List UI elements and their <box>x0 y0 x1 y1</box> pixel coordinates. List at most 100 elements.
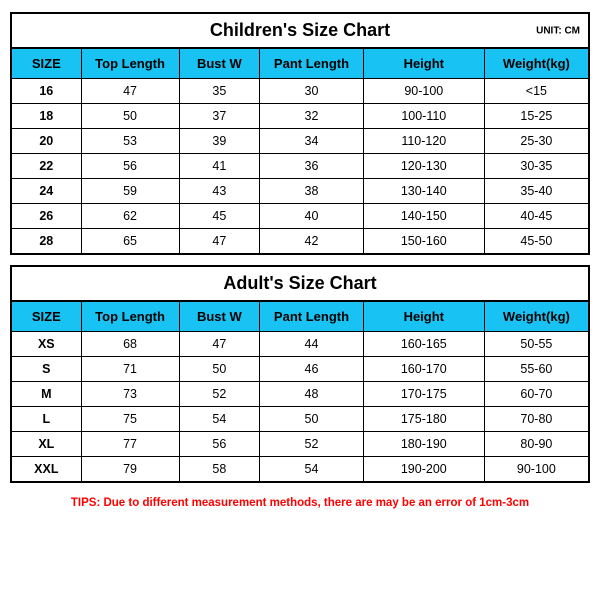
table-row: L755450175-18070-80 <box>12 407 588 432</box>
cell: 68 <box>81 332 179 357</box>
cell: XXL <box>12 457 81 482</box>
children-chart-title-bar: Children's Size Chart UNIT: CM <box>12 14 588 49</box>
cell: 56 <box>81 154 179 179</box>
cell: 32 <box>260 104 364 129</box>
table-row: 1647353090-100<15 <box>12 79 588 104</box>
cell: 48 <box>260 382 364 407</box>
cell: 35-40 <box>484 179 588 204</box>
children-header-row: SIZE Top Length Bust W Pant Length Heigh… <box>12 49 588 79</box>
cell: 16 <box>12 79 81 104</box>
unit-label: UNIT: CM <box>536 25 580 36</box>
cell: 38 <box>260 179 364 204</box>
cell: 59 <box>81 179 179 204</box>
cell: <15 <box>484 79 588 104</box>
cell: 34 <box>260 129 364 154</box>
table-row: 24594338130-14035-40 <box>12 179 588 204</box>
cell: 47 <box>81 79 179 104</box>
cell: 40-45 <box>484 204 588 229</box>
cell: 130-140 <box>363 179 484 204</box>
cell: 25-30 <box>484 129 588 154</box>
cell: M <box>12 382 81 407</box>
cell: 71 <box>81 357 179 382</box>
col-pant-length: Pant Length <box>260 49 364 79</box>
col-bust-w: Bust W <box>179 49 260 79</box>
col-height: Height <box>363 49 484 79</box>
table-row: 28654742150-16045-50 <box>12 229 588 254</box>
cell: 47 <box>179 332 260 357</box>
table-row: XL775652180-19080-90 <box>12 432 588 457</box>
table-row: 18503732100-11015-25 <box>12 104 588 129</box>
cell: 24 <box>12 179 81 204</box>
col-size: SIZE <box>12 49 81 79</box>
cell: 79 <box>81 457 179 482</box>
col-height: Height <box>363 302 484 332</box>
cell: 52 <box>179 382 260 407</box>
cell: 20 <box>12 129 81 154</box>
cell: 56 <box>179 432 260 457</box>
cell: 53 <box>81 129 179 154</box>
cell: L <box>12 407 81 432</box>
col-bust-w: Bust W <box>179 302 260 332</box>
cell: 50 <box>260 407 364 432</box>
cell: 52 <box>260 432 364 457</box>
cell: 45-50 <box>484 229 588 254</box>
adult-header-row: SIZE Top Length Bust W Pant Length Heigh… <box>12 302 588 332</box>
cell: 160-170 <box>363 357 484 382</box>
cell: 50 <box>81 104 179 129</box>
cell: 160-165 <box>363 332 484 357</box>
cell: 41 <box>179 154 260 179</box>
cell: XS <box>12 332 81 357</box>
col-weight: Weight(kg) <box>484 49 588 79</box>
cell: 150-160 <box>363 229 484 254</box>
cell: 140-150 <box>363 204 484 229</box>
cell: 90-100 <box>484 457 588 482</box>
cell: 58 <box>179 457 260 482</box>
size-charts-container: Children's Size Chart UNIT: CM SIZE Top … <box>0 0 600 600</box>
cell: 170-175 <box>363 382 484 407</box>
cell: 75 <box>81 407 179 432</box>
cell: 47 <box>179 229 260 254</box>
table-row: 20533934110-12025-30 <box>12 129 588 154</box>
children-tbody: 1647353090-100<15 18503732100-11015-25 2… <box>12 79 588 254</box>
cell: 50 <box>179 357 260 382</box>
cell: 60-70 <box>484 382 588 407</box>
adult-chart-title: Adult's Size Chart <box>223 273 376 293</box>
cell: 40 <box>260 204 364 229</box>
col-top-length: Top Length <box>81 49 179 79</box>
table-row: XS684744160-16550-55 <box>12 332 588 357</box>
table-row: 26624540140-15040-45 <box>12 204 588 229</box>
cell: 18 <box>12 104 81 129</box>
cell: 37 <box>179 104 260 129</box>
cell: 30-35 <box>484 154 588 179</box>
adult-size-chart: Adult's Size Chart SIZE Top Length Bust … <box>10 265 590 483</box>
adult-table: SIZE Top Length Bust W Pant Length Heigh… <box>12 302 588 481</box>
col-top-length: Top Length <box>81 302 179 332</box>
cell: 44 <box>260 332 364 357</box>
adult-tbody: XS684744160-16550-55 S715046160-17055-60… <box>12 332 588 482</box>
col-size: SIZE <box>12 302 81 332</box>
cell: 39 <box>179 129 260 154</box>
children-table: SIZE Top Length Bust W Pant Length Heigh… <box>12 49 588 253</box>
cell: 80-90 <box>484 432 588 457</box>
cell: 90-100 <box>363 79 484 104</box>
cell: 46 <box>260 357 364 382</box>
cell: 180-190 <box>363 432 484 457</box>
cell: 100-110 <box>363 104 484 129</box>
children-chart-title: Children's Size Chart <box>210 20 390 40</box>
cell: 54 <box>260 457 364 482</box>
cell: 65 <box>81 229 179 254</box>
table-row: S715046160-17055-60 <box>12 357 588 382</box>
cell: 120-130 <box>363 154 484 179</box>
cell: 55-60 <box>484 357 588 382</box>
cell: 42 <box>260 229 364 254</box>
cell: 62 <box>81 204 179 229</box>
cell: 50-55 <box>484 332 588 357</box>
cell: S <box>12 357 81 382</box>
cell: 175-180 <box>363 407 484 432</box>
table-row: M735248170-17560-70 <box>12 382 588 407</box>
tips-text: TIPS: Due to different measurement metho… <box>10 493 590 509</box>
children-size-chart: Children's Size Chart UNIT: CM SIZE Top … <box>10 12 590 255</box>
cell: XL <box>12 432 81 457</box>
cell: 77 <box>81 432 179 457</box>
cell: 54 <box>179 407 260 432</box>
